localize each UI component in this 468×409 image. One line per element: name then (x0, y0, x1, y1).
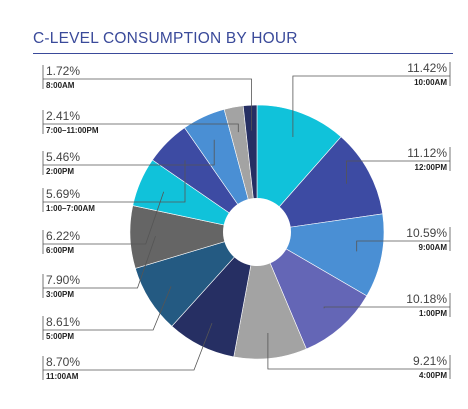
slice-time-label-7: 3:00PM (46, 290, 74, 299)
slice-percent-label-1: 11.12% (407, 146, 447, 160)
slice-time-label-12: 8:00AM (46, 81, 75, 90)
leader-line-8 (43, 191, 165, 245)
leader-line-6 (43, 286, 172, 331)
leader-line-0 (292, 75, 450, 137)
donut-hole (223, 198, 291, 266)
slice-percent-label-2: 10.59% (406, 226, 447, 240)
slice-percent-label-8: 6.22% (46, 229, 80, 243)
slice-time-label-6: 5:00PM (46, 332, 74, 341)
slice-percent-label-5: 8.70% (46, 355, 80, 369)
slice-time-label-1: 12:00PM (415, 163, 448, 172)
leader-line-7 (43, 235, 156, 289)
slice-percent-label-10: 5.46% (46, 150, 80, 164)
leader-line-11 (43, 123, 239, 133)
slice-time-label-11: 7:00–11:00PM (46, 126, 99, 135)
leader-line-12 (43, 78, 252, 131)
pie-slice-3[interactable] (256, 231, 368, 350)
slice-time-label-2: 9:00AM (419, 243, 448, 252)
slice-time-label-8: 6:00PM (46, 246, 74, 255)
slice-percent-label-0: 11.42% (407, 61, 447, 75)
slice-percent-label-4: 9.21% (413, 354, 447, 368)
slice-time-label-0: 10:00AM (414, 78, 447, 87)
slice-time-label-9: 1:00–7:00AM (46, 204, 95, 213)
title-divider (33, 53, 453, 54)
leader-line-5 (43, 322, 213, 371)
chart-title: C-LEVEL CONSUMPTION BY HOUR (33, 30, 298, 47)
slice-time-label-4: 4:00PM (419, 371, 447, 380)
pie-slice-0[interactable] (256, 104, 342, 233)
leader-line-2 (356, 240, 450, 252)
slice-percent-label-7: 7.90% (46, 273, 80, 287)
leader-line-10 (43, 139, 215, 166)
slice-time-label-10: 2:00PM (46, 167, 74, 176)
pie-slice-1[interactable] (256, 136, 384, 233)
leader-line-1 (345, 160, 450, 184)
slice-percent-label-12: 1.72% (46, 64, 80, 78)
slice-time-label-5: 11:00AM (46, 372, 79, 381)
slice-percent-label-6: 8.61% (46, 315, 80, 329)
slice-percent-label-11: 2.41% (46, 109, 80, 123)
slice-time-label-3: 1:00PM (419, 309, 447, 318)
leader-line-4 (267, 333, 450, 370)
leader-line-9 (43, 160, 186, 203)
leader-line-3 (323, 306, 450, 309)
slice-percent-label-9: 5.69% (46, 187, 80, 201)
slice-percent-label-3: 10.18% (406, 292, 447, 306)
